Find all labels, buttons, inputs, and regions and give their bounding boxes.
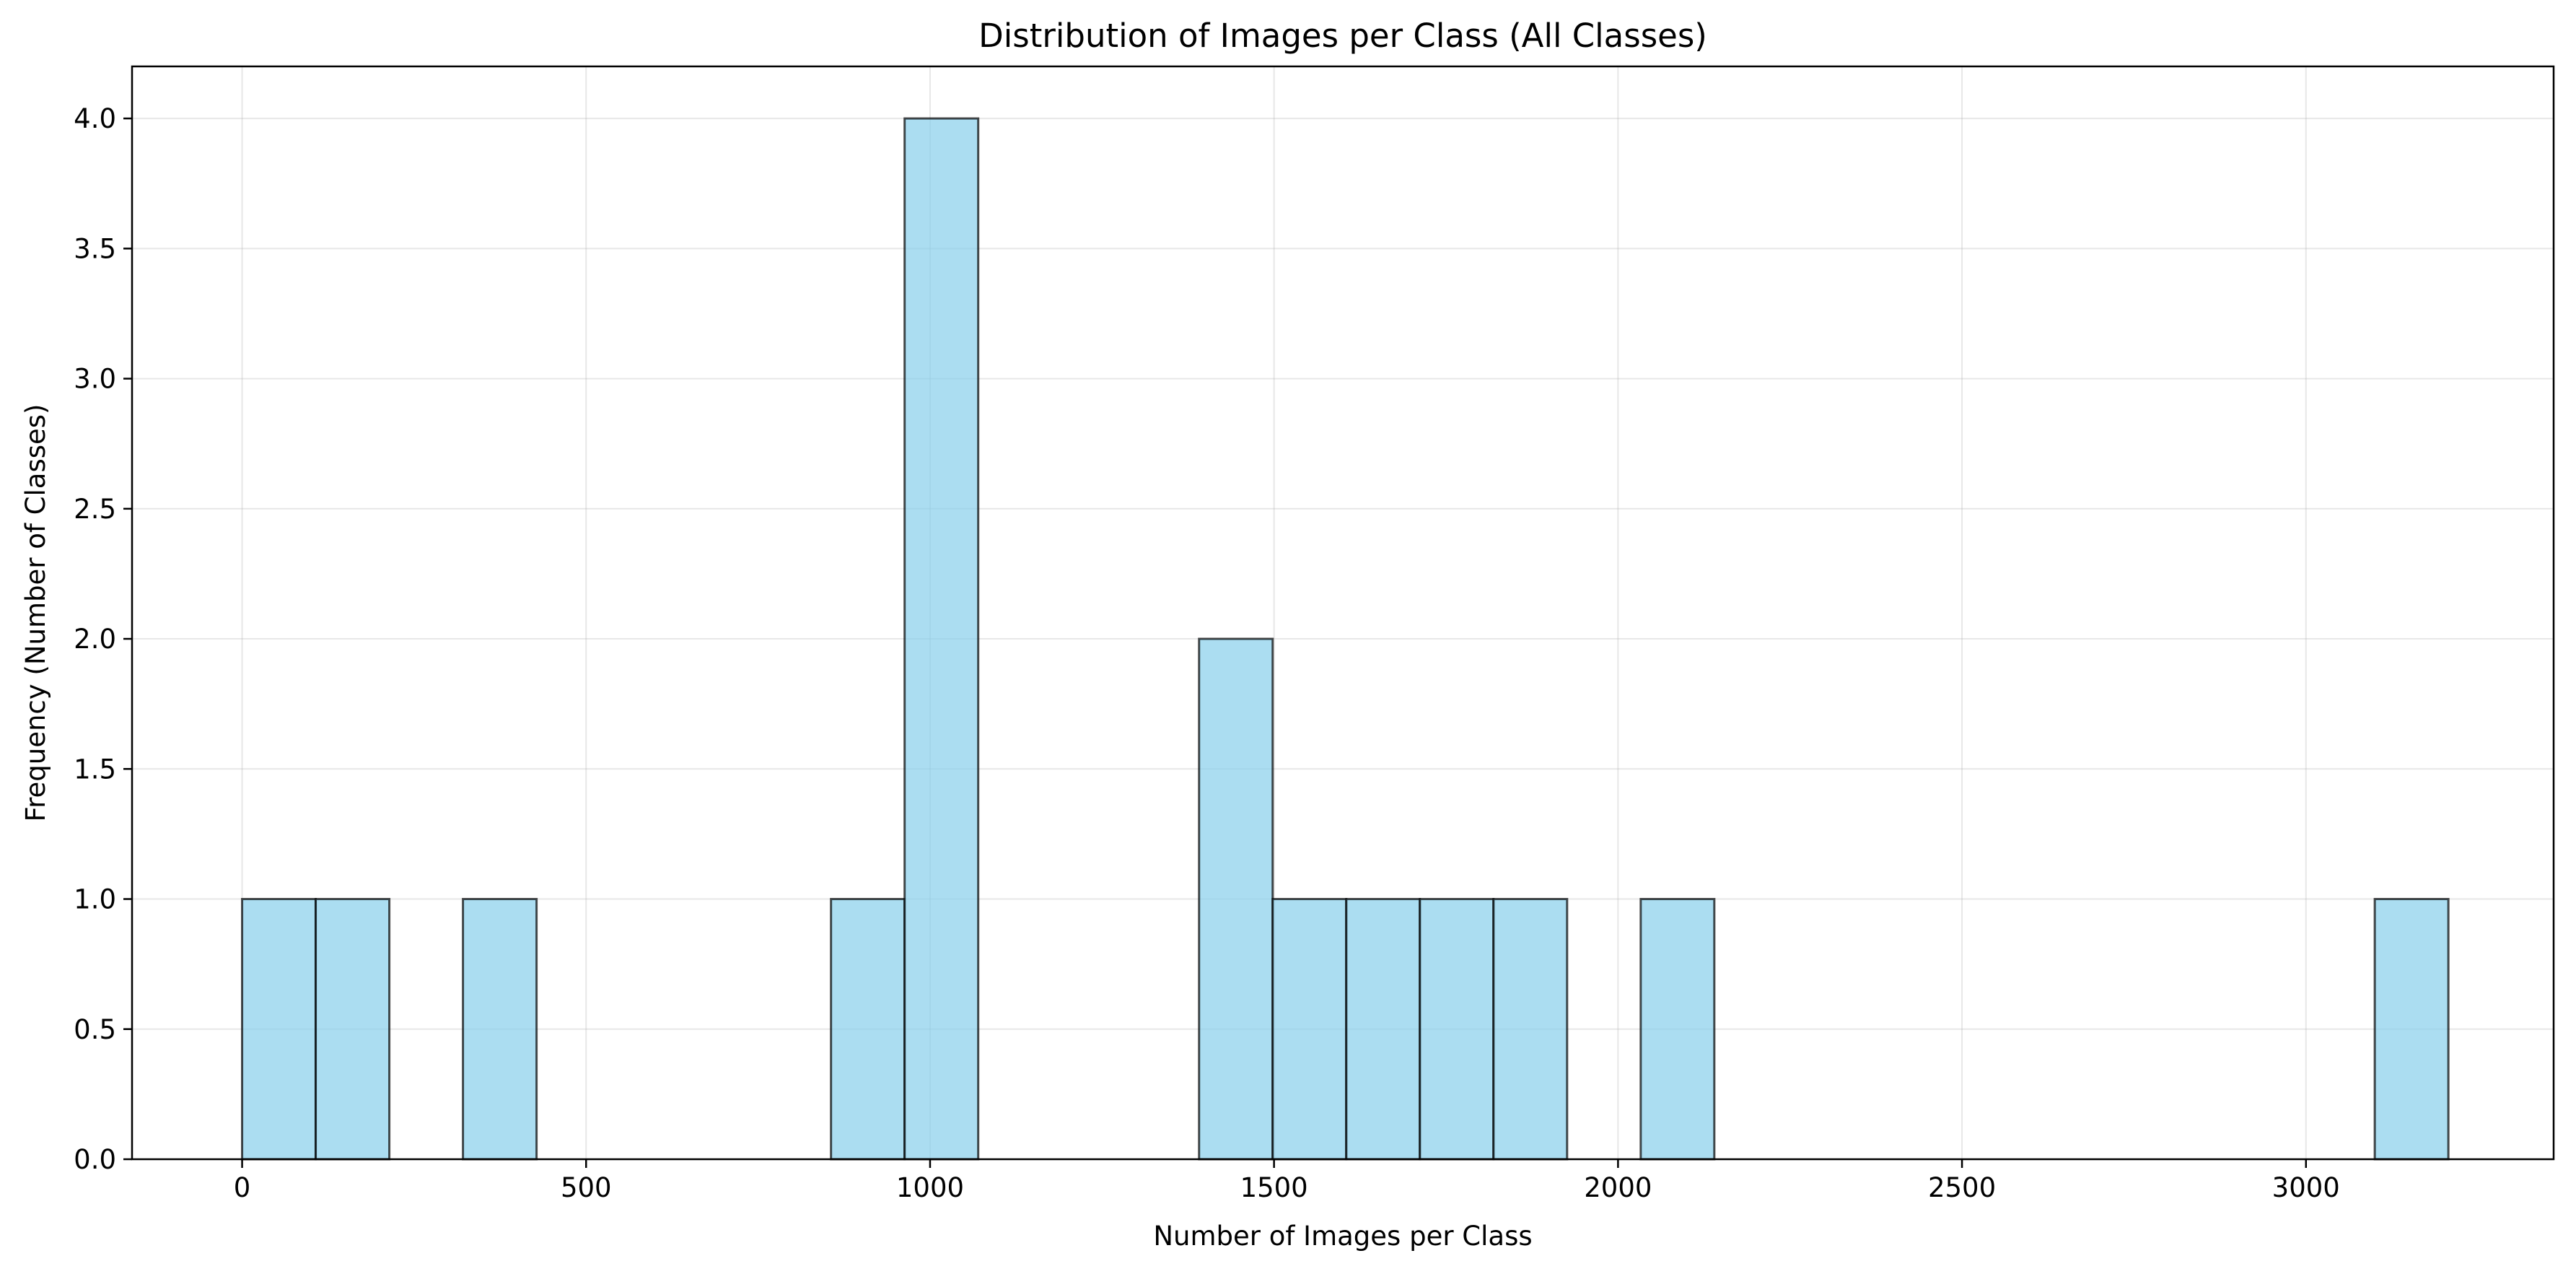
y-axis-ticks: 0.0 0.5 1.0 1.5 2.0 2.5 3.0 3.5 4.0	[74, 103, 132, 1175]
x-tick-label-0: 0	[234, 1172, 251, 1203]
histogram-bar-0	[241, 898, 317, 1161]
x-tick-label-1: 500	[561, 1172, 612, 1203]
histogram-bar-9	[1492, 898, 1569, 1161]
chart-title: Distribution of Images per Class (All Cl…	[978, 17, 1707, 55]
y-tick-label-8: 4.0	[74, 103, 116, 134]
y-tick-label-7: 3.5	[74, 233, 116, 264]
x-axis-ticks: 0 500 1000 1500 2000 2500 3000	[234, 1159, 2340, 1203]
y-tick-label-0: 0.0	[74, 1144, 116, 1175]
x-tick-label-3: 1500	[1240, 1172, 1308, 1203]
x-axis-label: Number of Images per Class	[1153, 1221, 1532, 1252]
grid	[132, 66, 2554, 1160]
histogram-bar-8	[1419, 898, 1495, 1161]
histogram-bar-10	[1639, 898, 1716, 1161]
histogram-bar-7	[1345, 898, 1421, 1161]
bars	[241, 117, 2450, 1161]
x-tick-label-2: 1000	[896, 1172, 964, 1203]
y-tick-label-5: 2.5	[74, 494, 116, 525]
y-tick-label-6: 3.0	[74, 364, 116, 395]
histogram-bar-11	[2373, 898, 2450, 1161]
x-tick-label-4: 2000	[1584, 1172, 1652, 1203]
y-tick-label-4: 2.0	[74, 624, 116, 655]
histogram-bar-3	[830, 898, 906, 1161]
histogram-bar-6	[1271, 898, 1348, 1161]
y-tick-label-1: 0.5	[74, 1014, 116, 1045]
x-tick-label-6: 3000	[2272, 1172, 2340, 1203]
histogram-bar-4	[903, 117, 980, 1161]
y-tick-label-3: 1.5	[74, 754, 116, 785]
histogram-bar-1	[315, 898, 391, 1161]
histogram-bar-2	[462, 898, 538, 1161]
x-tick-label-5: 2500	[1928, 1172, 1996, 1203]
y-axis-label: Frequency (Number of Classes)	[20, 404, 51, 822]
y-tick-label-2: 1.0	[74, 884, 116, 915]
plot-frame	[131, 65, 2555, 1161]
histogram-bar-5	[1198, 637, 1274, 1161]
